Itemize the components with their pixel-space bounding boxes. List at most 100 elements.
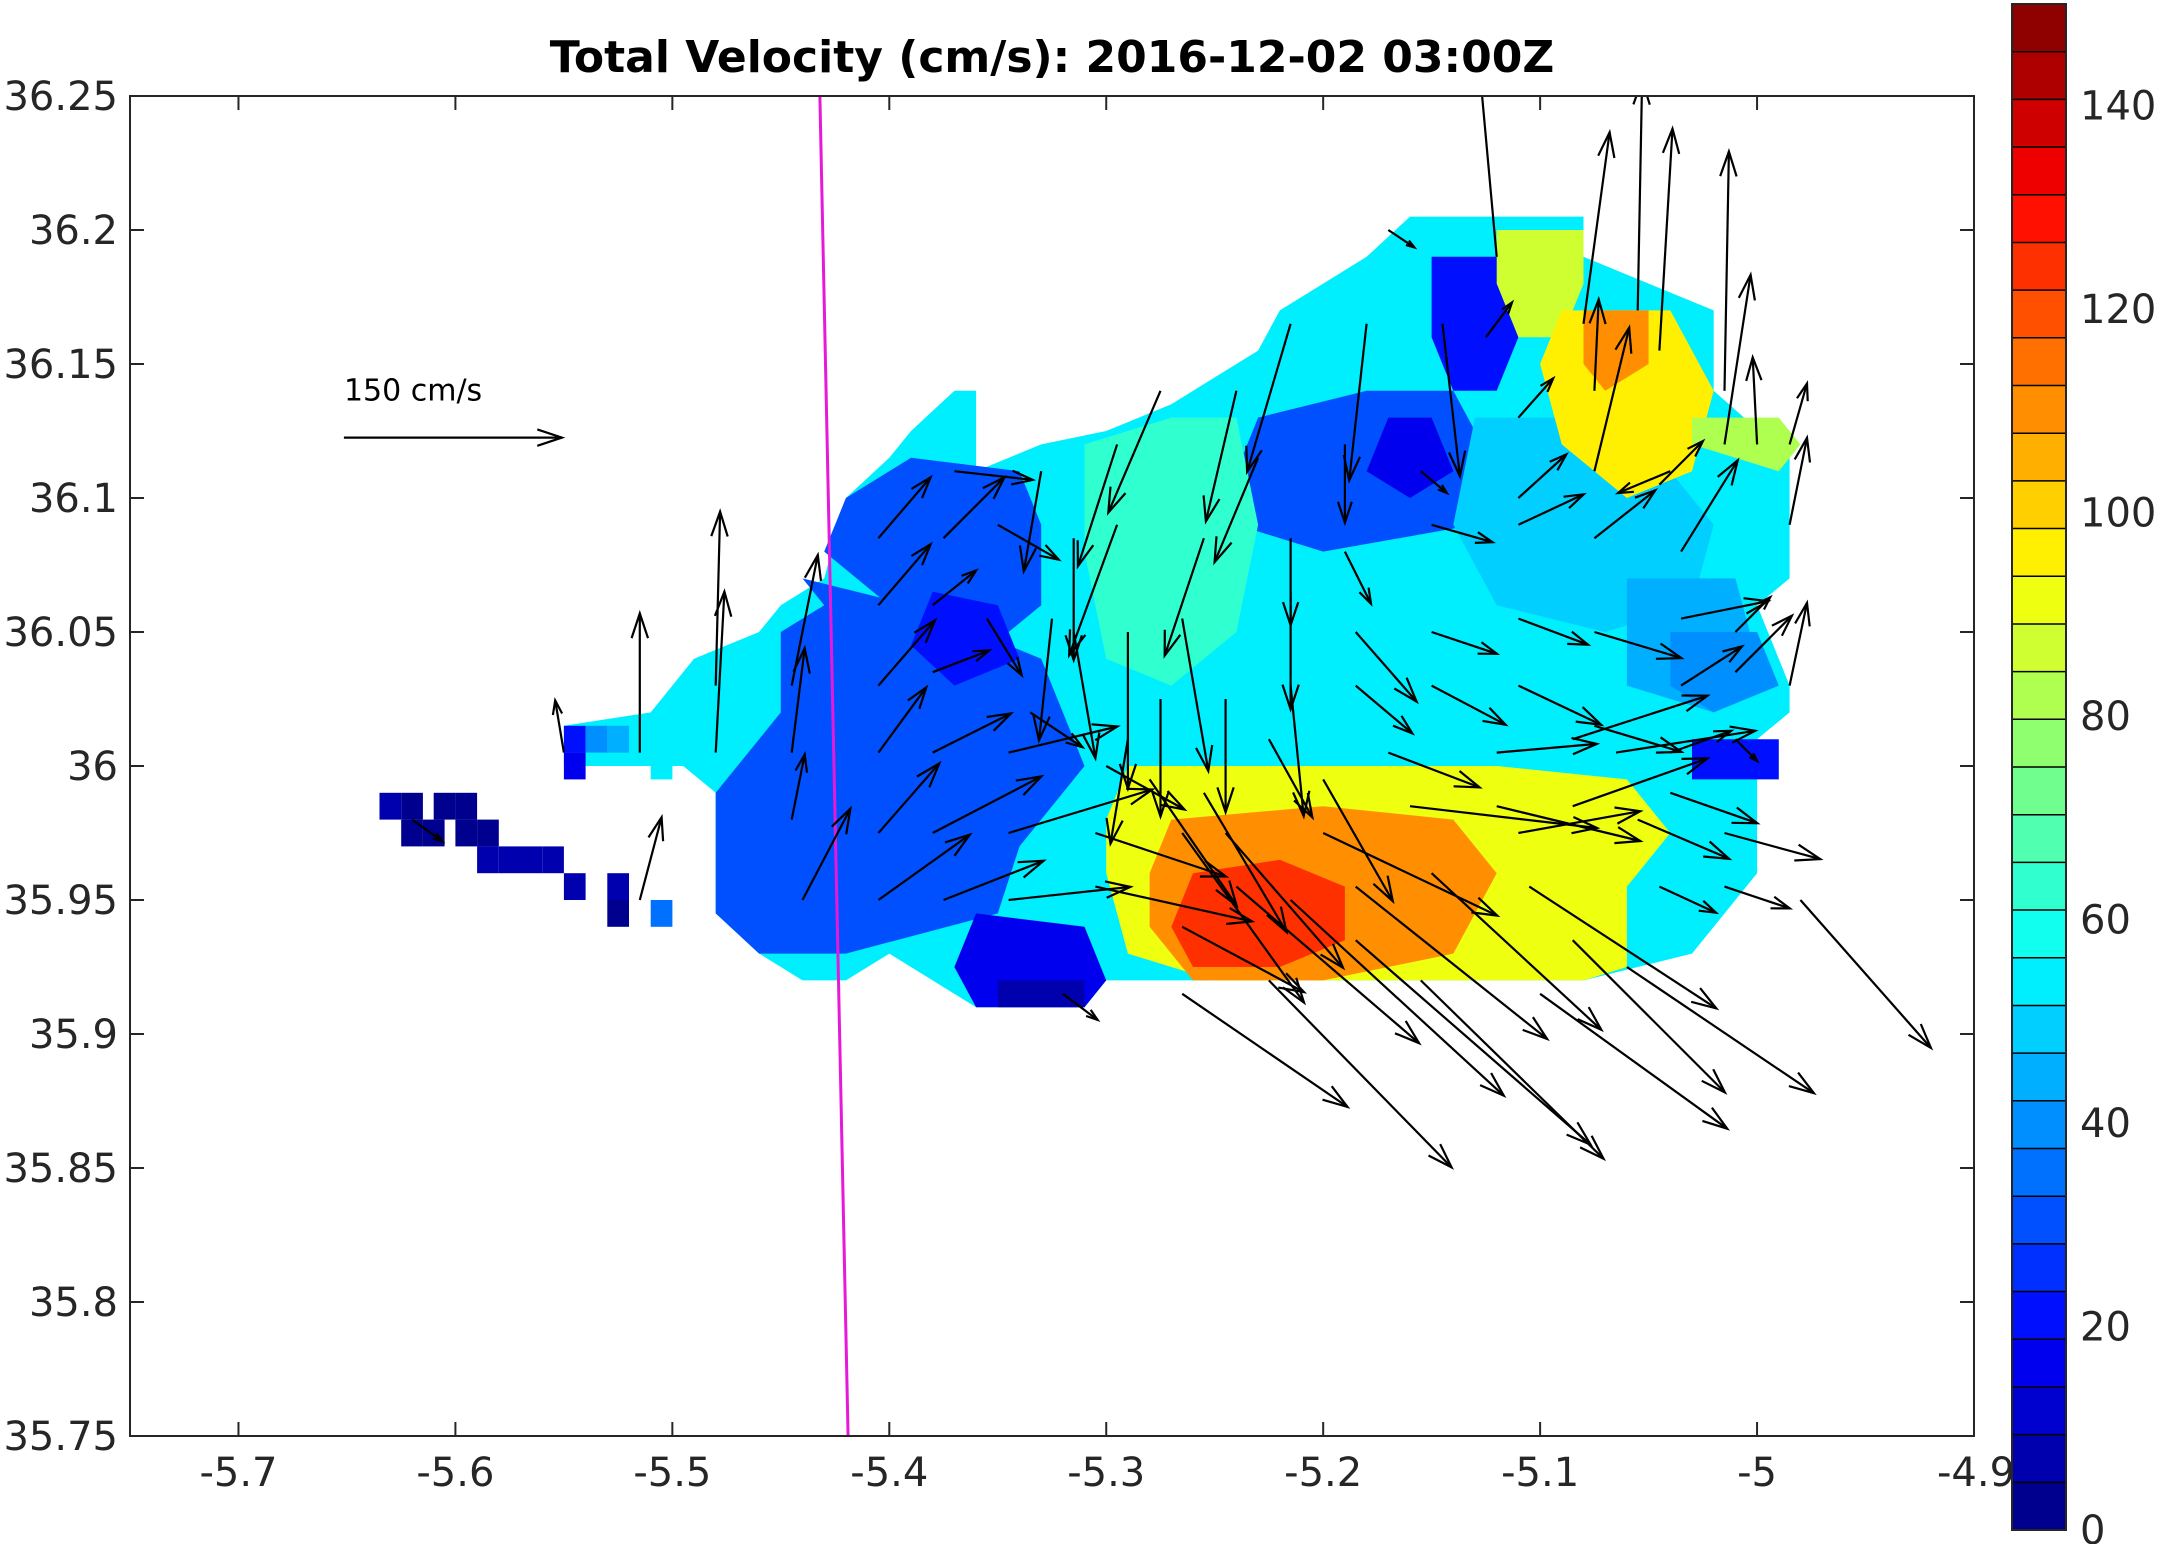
arrow-shaft	[554, 700, 565, 753]
arrow-head	[1104, 880, 1134, 899]
velocity-arrow	[1343, 551, 1373, 607]
colorbar-tick-label: 0	[2080, 1508, 2105, 1544]
arrow-head	[1579, 1135, 1606, 1162]
velocity-arrow	[877, 684, 929, 754]
velocity-arrow	[1095, 885, 1256, 926]
velocity-arrow	[1626, 966, 1817, 1096]
x-tick-label: -5.5	[633, 1450, 711, 1496]
velocity-arrow	[1680, 644, 1745, 687]
arrow-shaft	[985, 618, 1023, 676]
y-tick-label: 36.25	[3, 74, 118, 120]
colorbar-level	[2012, 480, 2066, 529]
colorbar-tick-label: 100	[2080, 491, 2156, 537]
arrow-head	[1690, 987, 1720, 1011]
arrow-shaft	[790, 554, 819, 686]
x-tick-label: -5.2	[1284, 1450, 1362, 1496]
velocity-arrow	[1571, 939, 1728, 1095]
arrow-head	[1907, 1023, 1934, 1051]
velocity-arrow	[1614, 470, 1671, 495]
arrow-shaft	[932, 712, 1012, 754]
arrow-head	[647, 813, 665, 842]
arrow-head	[1701, 1068, 1728, 1095]
y-tick-label: 35.85	[3, 1146, 118, 1192]
arrow-shaft	[1496, 742, 1597, 754]
speed-cell	[477, 819, 499, 847]
speed-cell	[379, 792, 402, 820]
arrow-shaft	[1029, 711, 1084, 749]
velocity-arrow	[1637, 818, 1733, 861]
velocity-arrow	[1355, 885, 1550, 1042]
arrow-shaft	[1658, 885, 1717, 914]
arrow-shaft	[1658, 440, 1704, 486]
velocity-arrow	[1719, 148, 1738, 391]
velocity-arrow	[1517, 452, 1569, 499]
colorbar-level	[2012, 290, 2066, 339]
arrow-head	[1474, 531, 1496, 544]
arrow-head	[1091, 723, 1121, 742]
arrow-shaft	[1593, 489, 1656, 540]
arrow-shaft	[1354, 684, 1414, 735]
velocity-arrow	[1224, 832, 1346, 971]
colorbar-level	[2012, 767, 2066, 816]
arrow-shaft	[1204, 390, 1238, 522]
arrow-head	[1018, 545, 1037, 575]
x-tick-label: -4.9	[1937, 1450, 2015, 1496]
colorbar-tick-label: 120	[2080, 287, 2156, 333]
axis-tick-labels: -5.7 -5.6 -5.5 -5.4 -5.3 -5.2 -5.1 -5 -4.9 36.25 3…	[3, 74, 2015, 1496]
arrow-shaft	[1680, 600, 1769, 620]
speed-cell	[422, 819, 445, 847]
speed-cell	[607, 725, 629, 753]
velocity-arrow	[1235, 885, 1422, 1046]
speed-cell	[650, 900, 673, 927]
velocity-arrow	[1245, 323, 1292, 476]
arrow-head	[1748, 752, 1760, 764]
arrow-shaft	[1095, 885, 1253, 923]
velocity-arrow	[997, 523, 1062, 562]
arrow-shaft	[801, 808, 852, 901]
y-tick-label: 35.8	[29, 1280, 118, 1326]
y-tick-label: 36.15	[3, 342, 118, 388]
velocity-arrow	[1441, 323, 1467, 480]
arrow-shaft	[1072, 631, 1097, 759]
arrow-head	[1358, 587, 1373, 607]
arrow-shaft	[1022, 471, 1043, 572]
velocity-arrow	[985, 618, 1024, 679]
speed-cell	[542, 846, 564, 874]
magenta-boundary-line	[818, 96, 850, 1436]
velocity-vectors	[411, 96, 1934, 1170]
colorbar-level	[2012, 1482, 2066, 1531]
velocity-arrow	[1008, 787, 1156, 835]
speed-cell	[563, 725, 586, 753]
speed-cell	[477, 846, 499, 874]
arrow-head	[1106, 486, 1127, 516]
arrow-head	[1320, 943, 1346, 971]
arrow-head	[630, 609, 650, 639]
velocity-arrow	[932, 568, 979, 607]
arrow-shaft	[1637, 818, 1730, 860]
colorbar-level	[2012, 242, 2066, 291]
arrow-shaft	[1181, 618, 1210, 772]
arrow-head	[794, 750, 809, 773]
arrow-head	[1085, 1009, 1101, 1023]
arrow-shaft	[1669, 729, 1732, 754]
arrow-head	[1703, 840, 1733, 861]
arrow-shaft	[714, 591, 726, 753]
speed-cell	[650, 752, 673, 780]
velocity-arrow	[1594, 724, 1685, 754]
velocity-arrow	[1734, 738, 1760, 764]
arrow-shaft	[1799, 899, 1932, 1049]
arrow-shaft	[1008, 788, 1153, 835]
arrow-shaft	[638, 817, 663, 901]
arrow-shaft	[1572, 757, 1708, 808]
arrow-shaft	[1105, 765, 1186, 811]
colorbar-level	[2012, 1291, 2066, 1340]
arrow-head	[1770, 895, 1794, 910]
velocity-arrow	[1064, 538, 1083, 664]
arrow-shaft	[1343, 551, 1372, 605]
arrow-shaft	[1246, 323, 1292, 473]
velocity-arrow	[1680, 457, 1740, 553]
arrow-shaft	[1615, 729, 1756, 754]
arrow-shaft	[1068, 524, 1119, 656]
arrow-head	[1076, 540, 1095, 570]
